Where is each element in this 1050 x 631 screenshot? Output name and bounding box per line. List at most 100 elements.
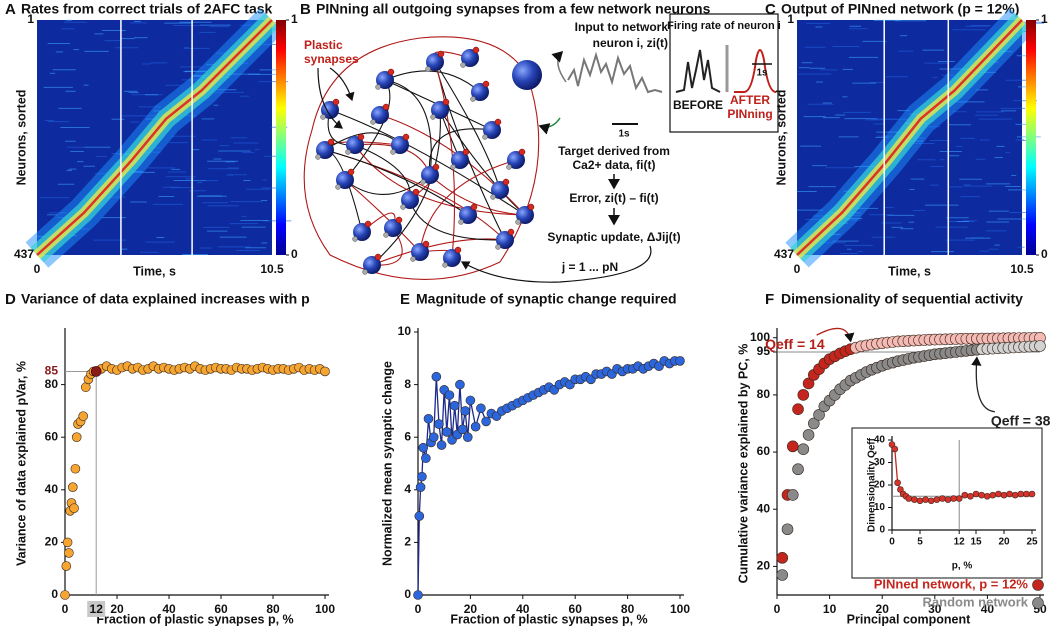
synapse — [429, 174, 526, 216]
y-tick-label: 10 — [398, 324, 412, 338]
panel-label: B — [300, 1, 311, 18]
neuron — [346, 136, 364, 154]
synapse-dot — [390, 149, 396, 155]
synapse-dot — [374, 253, 382, 261]
heatmap-image — [796, 19, 1023, 256]
synapse-dot — [315, 154, 321, 160]
step-label: Ca2+ data, fi(t) — [572, 158, 655, 172]
synapse-dot — [420, 179, 426, 185]
x-tick-label: 10.5 — [1010, 262, 1034, 276]
neuron — [411, 243, 429, 261]
x-tick-label: 12 — [954, 537, 966, 548]
colorbar-label: 0 — [1041, 247, 1048, 261]
synapse — [371, 238, 506, 266]
data-point — [470, 421, 481, 432]
synapse — [379, 114, 526, 216]
neuron — [316, 141, 334, 159]
x-tick-label: 20 — [464, 602, 478, 616]
x-axis-label: Fraction of plastic synapses p, % — [450, 612, 647, 626]
synapse-dot — [454, 246, 462, 254]
y-axis-label: Neurons, sorted — [774, 90, 788, 186]
data-point — [776, 569, 789, 581]
synapse — [428, 128, 493, 176]
data-point — [455, 379, 465, 390]
synapse — [371, 109, 441, 266]
before-label: BEFORE — [673, 98, 723, 112]
data-point — [916, 497, 924, 505]
data-point — [1028, 490, 1036, 498]
x-axis-label: Principal component — [847, 612, 971, 626]
data-point — [460, 406, 470, 416]
colorbar-label: 0 — [291, 247, 298, 261]
neuron — [461, 49, 479, 67]
after-label: PINning — [727, 107, 772, 121]
y-tick-label: 30 — [874, 457, 886, 468]
x-tick-label: 0 — [34, 262, 41, 276]
annotation: Qeff = 14 — [765, 336, 825, 352]
synapse-dot — [383, 232, 389, 238]
panel-label: C — [765, 1, 776, 18]
legend-marker — [1032, 597, 1044, 609]
data-point — [905, 495, 913, 502]
synapse-dot — [495, 244, 501, 250]
data-point — [61, 561, 72, 571]
data-point — [922, 496, 929, 503]
neuron — [426, 53, 444, 71]
pointer-arrow — [317, 67, 343, 129]
synapse-dot — [430, 114, 436, 120]
synapse — [354, 144, 526, 216]
neuron — [471, 83, 489, 101]
y-tick-label: 1 — [787, 12, 794, 26]
data-point — [939, 495, 946, 502]
loop-arrow — [460, 245, 652, 283]
scale-label: 1s — [756, 68, 768, 79]
data-point — [786, 489, 799, 501]
synapse-dot — [462, 148, 470, 156]
annotation: Qeff = 38 — [991, 412, 1050, 428]
x-axis-label: Time, s — [133, 264, 176, 278]
data-point — [786, 440, 799, 453]
data-point — [415, 482, 426, 492]
colorbar — [1026, 20, 1036, 255]
synapse-dot — [470, 203, 478, 211]
synapse-dot — [370, 119, 376, 125]
x-tick-label: 60 — [569, 602, 583, 616]
y-axis-label: Variance of data explained pVar, % — [14, 361, 28, 566]
data-point — [320, 366, 330, 377]
data-point — [978, 491, 985, 499]
synapse-dot — [432, 163, 440, 171]
y-tick-label: 437 — [14, 247, 34, 261]
data-point — [462, 432, 473, 443]
synapse-dot — [527, 203, 535, 211]
panel-label: E — [400, 291, 410, 308]
colorbar-label: 1 — [1041, 12, 1048, 26]
data-point — [1011, 491, 1019, 499]
synapse-dot — [364, 220, 372, 228]
y-axis-label: Dimensionality Qeff — [867, 437, 878, 532]
synapse-dot — [352, 236, 358, 242]
neuron — [516, 206, 534, 224]
panel-title: Dimensionality of sequential activity — [781, 291, 1023, 307]
synapse — [384, 79, 432, 176]
data-point — [62, 537, 73, 548]
highlight-point — [90, 366, 102, 377]
synapse-dot — [494, 118, 502, 126]
data-point — [802, 377, 815, 390]
data-point — [955, 495, 963, 502]
after-label: AFTER — [730, 93, 770, 107]
x-tick-label: 0 — [62, 602, 69, 616]
synapse-dot — [375, 84, 381, 90]
y-tick-label: 2 — [404, 535, 411, 549]
synapse-dot — [482, 134, 488, 140]
data-point — [972, 490, 980, 498]
neuron — [321, 101, 339, 119]
inset-box — [669, 13, 779, 133]
synapse — [344, 79, 391, 181]
step-label: Target derived from — [558, 144, 670, 158]
y-tick-label: 10 — [874, 502, 886, 513]
synapse-dot — [458, 219, 464, 225]
x-tick-label: 0 — [889, 537, 895, 548]
synapse-dot — [506, 164, 512, 170]
x-tick-label: 20 — [110, 602, 124, 616]
x-tick-label: 0 — [794, 262, 801, 276]
